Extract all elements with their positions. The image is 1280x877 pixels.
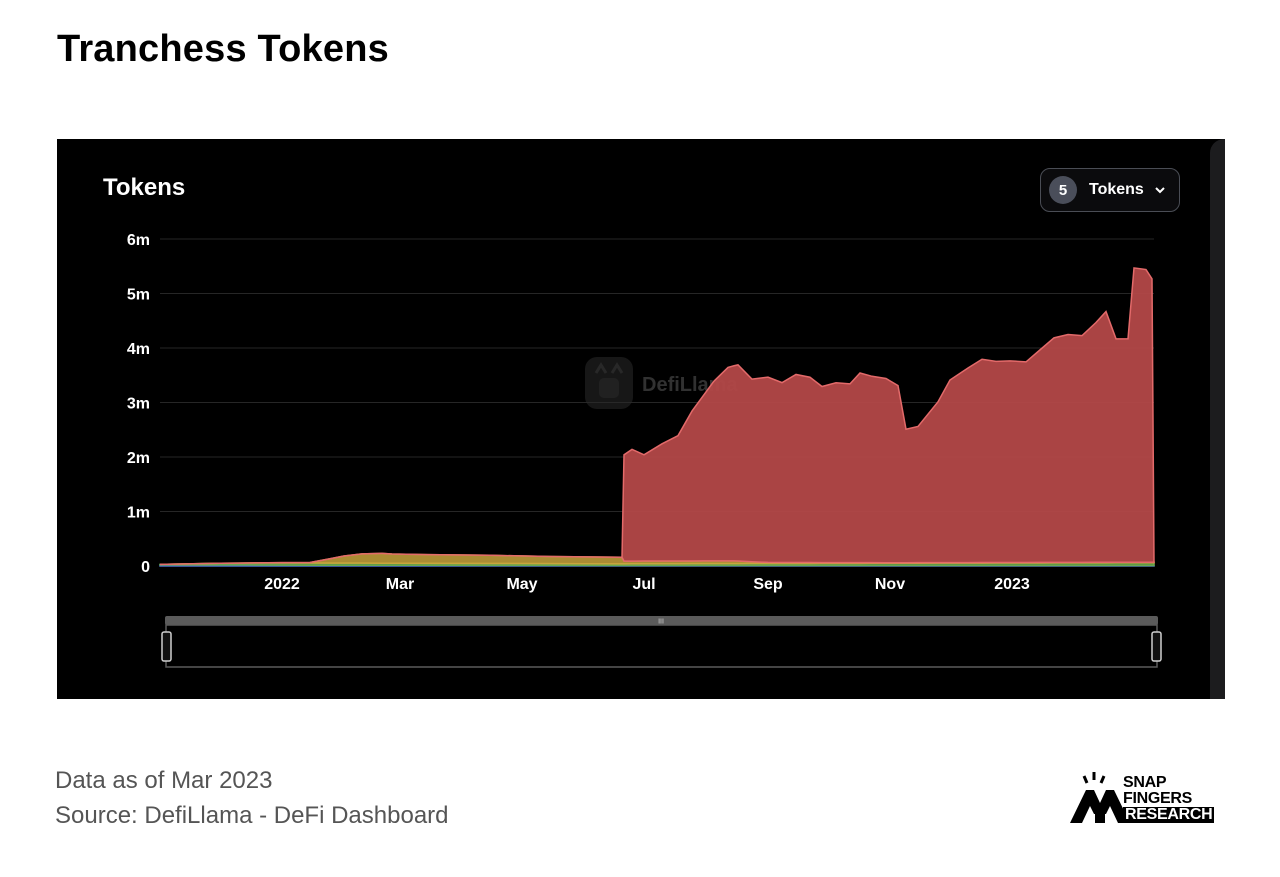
logo-line-research: RESEARCH xyxy=(1123,806,1215,823)
y-tick-label: 3m xyxy=(127,396,150,413)
y-tick-label: 5m xyxy=(127,287,150,304)
chevron-down-icon xyxy=(1155,187,1165,194)
x-axis-labels: 2022 Mar May Jul Sep Nov 2023 xyxy=(264,576,1030,593)
y-tick-label: 1m xyxy=(127,505,150,522)
logo-line-fingers: FINGERS xyxy=(1123,790,1193,807)
token-count-badge: 5 xyxy=(1049,176,1077,204)
range-slider-track[interactable] xyxy=(165,616,1158,625)
token-selector-label: Tokens xyxy=(1089,181,1144,198)
series-area-3 xyxy=(159,267,1155,566)
range-slider-window[interactable] xyxy=(165,624,1158,668)
snap-fingers-logo-icon xyxy=(1070,772,1130,823)
x-tick-label: Sep xyxy=(753,576,783,593)
y-axis-labels: 0 1m 2m 3m 4m 5m 6m xyxy=(127,232,150,576)
series-areas xyxy=(159,267,1155,567)
time-range-slider[interactable]: III xyxy=(161,616,1162,668)
logo-line-snap: SNAP xyxy=(1123,774,1167,791)
x-tick-label: Nov xyxy=(875,576,905,593)
y-tick-label: 4m xyxy=(127,341,150,358)
chart-heading: Tokens xyxy=(103,174,186,201)
range-slider-left-handle[interactable] xyxy=(161,631,172,662)
x-tick-label: May xyxy=(506,576,537,593)
x-tick-label: Mar xyxy=(386,576,414,593)
y-tick-label: 0 xyxy=(141,559,150,576)
token-selector-button[interactable]: 5 Tokens xyxy=(1040,168,1180,212)
range-slider-right-handle[interactable] xyxy=(1151,631,1162,662)
footer-source: Source: DefiLlama - DeFi Dashboard xyxy=(55,802,449,829)
page-title: Tranchess Tokens xyxy=(57,28,389,70)
x-tick-label: 2023 xyxy=(994,576,1030,593)
footer-date: Data as of Mar 2023 xyxy=(55,767,273,794)
y-tick-label: 6m xyxy=(127,232,150,249)
panel-scroll-edge xyxy=(1210,139,1225,699)
x-tick-label: Jul xyxy=(632,576,655,593)
svg-text:III: III xyxy=(658,619,664,626)
y-tick-label: 2m xyxy=(127,450,150,467)
x-tick-label: 2022 xyxy=(264,576,300,593)
